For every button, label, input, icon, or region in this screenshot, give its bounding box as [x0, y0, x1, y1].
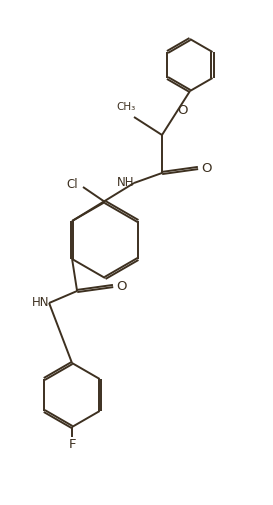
Text: O: O [201, 162, 211, 175]
Text: O: O [177, 105, 187, 118]
Text: HN: HN [32, 296, 50, 310]
Text: CH₃: CH₃ [116, 102, 136, 112]
Text: F: F [68, 437, 76, 450]
Text: O: O [116, 279, 126, 292]
Text: NH: NH [117, 177, 135, 189]
Text: Cl: Cl [66, 178, 78, 191]
